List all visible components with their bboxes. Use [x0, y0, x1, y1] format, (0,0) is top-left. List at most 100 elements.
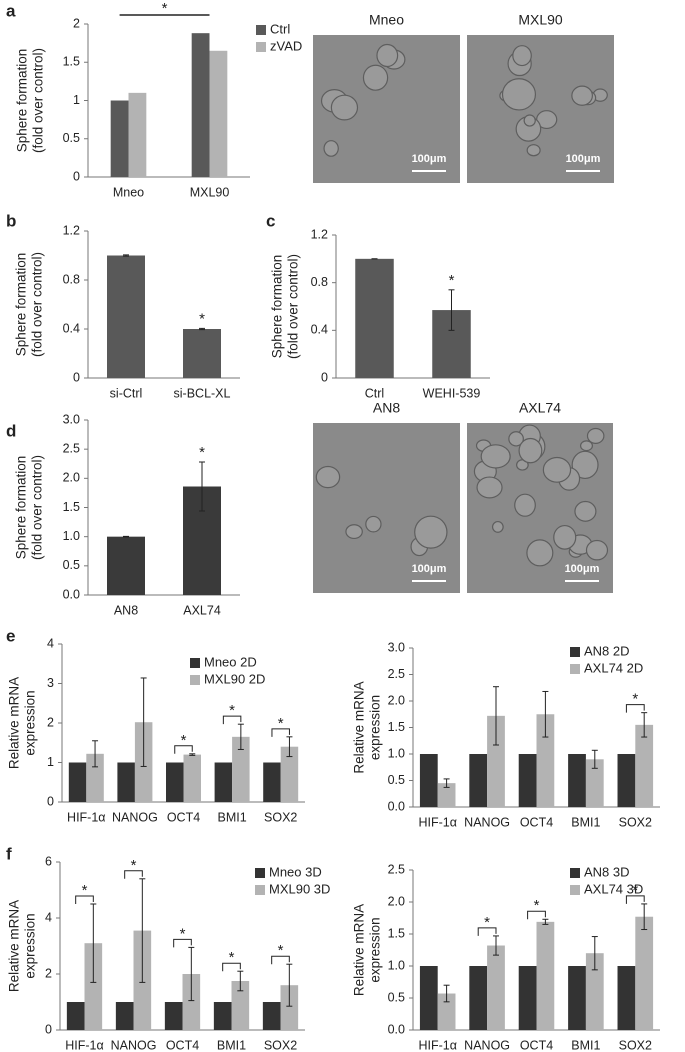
significance-bracket — [271, 728, 290, 737]
scale-label: 100μm — [412, 563, 447, 575]
legend-label: AN8 3D — [584, 864, 630, 879]
y-axis-label: (fold over control) — [30, 455, 45, 560]
legend-swatch — [255, 868, 265, 878]
legend-label: AXL74 2D — [584, 660, 643, 675]
bar — [635, 724, 654, 807]
y-tick-label: 1.0 — [63, 529, 80, 543]
cell-sphere — [586, 427, 605, 444]
scale-label: 100μm — [565, 563, 600, 575]
significance-bracket — [174, 745, 193, 754]
y-tick-label: 1.2 — [311, 227, 328, 241]
panel-label: c — [266, 211, 275, 230]
bar — [84, 943, 103, 1030]
bar — [568, 754, 586, 807]
significance-bracket — [625, 895, 645, 904]
bar — [469, 966, 488, 1030]
legend-swatch — [256, 25, 266, 35]
y-tick-label: 0.4 — [63, 321, 80, 335]
bar — [107, 255, 145, 378]
y-tick-label: 0.0 — [388, 799, 405, 813]
cell-sphere — [491, 520, 504, 533]
scale-label: 100μm — [412, 153, 447, 165]
significance-star: * — [180, 925, 186, 942]
cell-sphere — [315, 465, 341, 489]
cell-sphere — [526, 539, 554, 567]
significance-bracket — [527, 910, 546, 920]
cell-sphere — [476, 476, 503, 499]
x-tick-label: si-BCL-XL — [174, 386, 231, 400]
micrograph — [313, 423, 460, 593]
micrograph — [467, 35, 614, 183]
legend-label: zVAD — [270, 38, 302, 53]
x-tick-label: HIF-1α — [65, 1038, 103, 1052]
bar — [231, 981, 250, 1030]
significance-bracket — [477, 927, 497, 936]
y-tick-label: 1.0 — [388, 746, 405, 760]
y-tick-label: 0.5 — [63, 558, 80, 572]
y-tick-label: 4 — [47, 636, 54, 650]
x-tick-label: BMI1 — [218, 810, 247, 824]
x-tick-label: BMI1 — [217, 1038, 246, 1052]
x-tick-label: OCT4 — [520, 1038, 553, 1052]
cell-sphere — [362, 64, 389, 91]
y-tick-label: 1 — [47, 755, 54, 769]
significance-star: * — [162, 0, 168, 17]
x-tick-label: BMI1 — [571, 1038, 600, 1052]
y-axis-label: Relative mRNA — [352, 681, 367, 773]
legend-label: AN8 2D — [584, 643, 630, 658]
y-axis-label: Relative mRNA — [7, 900, 22, 992]
legend-swatch — [255, 885, 265, 895]
x-tick-label: SOX2 — [264, 810, 297, 824]
bar — [568, 966, 586, 1030]
significance-star: * — [484, 914, 490, 931]
legend-swatch — [570, 868, 580, 878]
bar — [355, 258, 394, 378]
bar — [518, 966, 537, 1030]
significance-star: * — [131, 857, 137, 874]
legend-swatch — [570, 664, 580, 674]
x-tick-label: OCT4 — [520, 815, 553, 829]
legend-swatch — [190, 675, 200, 685]
x-tick-label: Mneo — [113, 185, 144, 199]
bar — [68, 762, 87, 802]
cell-sphere — [480, 444, 511, 469]
y-tick-label: 2 — [45, 966, 52, 980]
bar — [437, 783, 456, 807]
cell-sphere — [512, 45, 532, 67]
significance-bracket — [222, 715, 242, 725]
legend-swatch — [570, 885, 580, 895]
bar — [487, 715, 505, 807]
cell-sphere — [526, 144, 541, 157]
y-tick-label: 2.5 — [63, 441, 80, 455]
x-tick-label: WEHI-539 — [423, 386, 481, 400]
micrograph-title: AN8 — [373, 400, 400, 416]
cell-sphere — [523, 114, 536, 127]
bar — [128, 92, 147, 177]
bar — [419, 754, 438, 807]
bar — [617, 754, 636, 807]
y-axis-label: Sphere formation — [14, 253, 29, 357]
scale-label: 100μm — [566, 153, 601, 165]
y-tick-label: 1.5 — [388, 926, 405, 940]
x-tick-label: OCT4 — [167, 810, 200, 824]
legend-swatch — [256, 42, 266, 52]
y-tick-label: 2.0 — [388, 894, 405, 908]
y-tick-label: 0.8 — [311, 275, 328, 289]
y-tick-label: 0 — [45, 1022, 52, 1036]
bar — [437, 993, 456, 1030]
bar — [280, 985, 299, 1030]
bar — [117, 762, 135, 802]
bar — [183, 754, 201, 802]
panel-label: e — [6, 626, 15, 645]
legend-swatch — [570, 647, 580, 657]
bar — [209, 50, 228, 177]
bar — [86, 753, 104, 802]
bar — [183, 329, 221, 378]
cell-sphere — [571, 85, 593, 106]
cell-sphere — [574, 500, 597, 522]
bar — [487, 945, 505, 1030]
legend-label: MXL90 3D — [269, 881, 330, 896]
significance-star: * — [632, 882, 638, 899]
significance-bracket — [173, 938, 192, 948]
cell-sphere — [330, 94, 359, 121]
